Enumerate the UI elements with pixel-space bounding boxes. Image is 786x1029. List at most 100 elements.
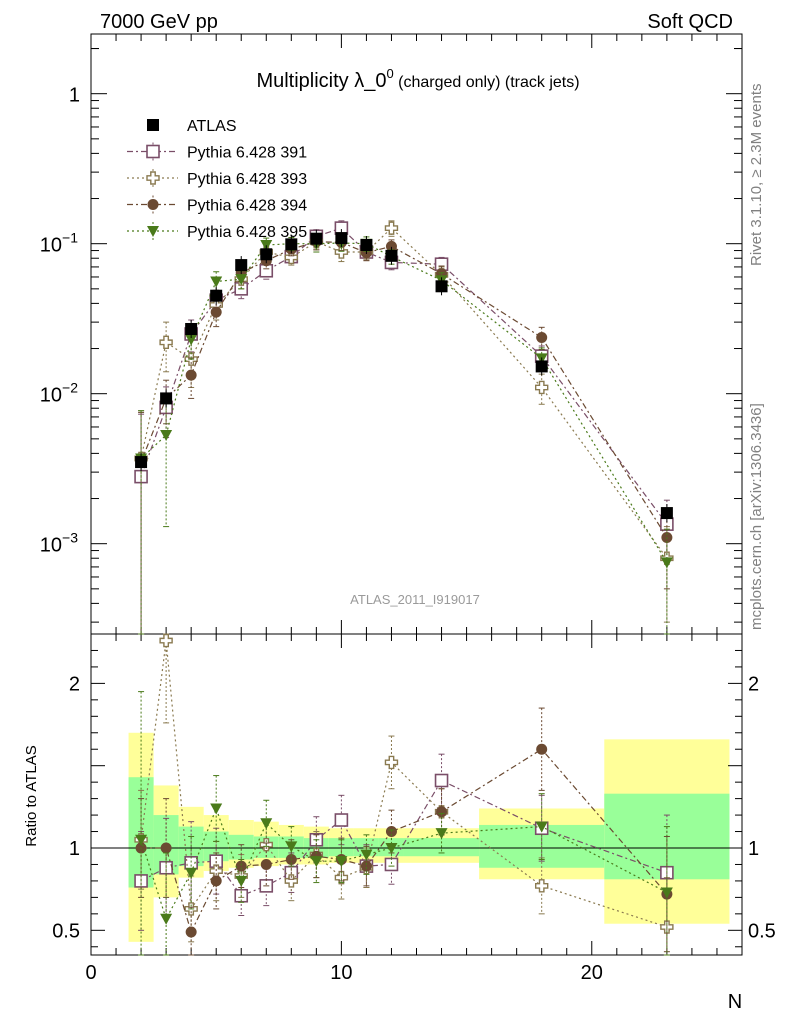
y-tick-label: 1 [69, 85, 80, 107]
y-tick-label-exp: −3 [62, 530, 78, 546]
ratio-tick-label-left: 0.5 [52, 920, 80, 942]
point-ratio [285, 841, 298, 853]
y-tick-label-base: 10 [40, 385, 62, 407]
point-ratio [160, 842, 172, 854]
atlas-point [260, 248, 273, 261]
point-ratio [385, 843, 398, 854]
x-axis-label: N [728, 991, 742, 1013]
point-main [235, 274, 248, 286]
point-ratio [334, 813, 349, 827]
atlas-point [535, 360, 548, 373]
x-tick-label: 20 [581, 962, 603, 984]
point-main [334, 245, 349, 259]
atlas-point [310, 232, 323, 245]
rivet-label: Rivet 3.1.10, ≥ 2.3M events [748, 84, 765, 267]
x-tick-label: 0 [85, 962, 96, 984]
point-ratio [260, 858, 272, 870]
plot-title-main: Multiplicity λ_0 [256, 70, 386, 92]
point-main [210, 276, 223, 288]
point-ratio [384, 857, 399, 872]
point-ratio [360, 860, 372, 872]
analysis-id: ATLAS_2011_I919017 [350, 592, 480, 607]
atlas-point [285, 238, 298, 251]
point-ratio [135, 834, 148, 846]
atlas-point [360, 239, 373, 252]
point-main [210, 306, 222, 318]
y-tick-label: 10−1 [40, 230, 78, 257]
legend-marker [147, 226, 159, 237]
point-ratio [335, 856, 348, 868]
point-ratio [210, 803, 223, 815]
series-line-main [140, 242, 668, 563]
atlas-point [435, 280, 448, 293]
point-main [185, 369, 197, 381]
energy-label: 7000 GeV pp [100, 11, 218, 33]
legend-label: Pythia 6.428 391 [187, 145, 307, 162]
mcplots-label: mcplots.cern.ch [arXiv:1306.3436] [748, 403, 765, 630]
series-line-ratio [141, 748, 668, 934]
atlas-point [185, 322, 198, 335]
point-main [160, 430, 173, 442]
point-ratio [260, 818, 273, 830]
x-tick-label: 10 [330, 962, 352, 984]
point-ratio [210, 875, 222, 887]
atlas-point [135, 456, 148, 469]
point-main [536, 331, 548, 343]
uncertainty-bands [128, 732, 730, 942]
legend-marker [146, 144, 160, 159]
atlas-point [335, 232, 348, 245]
point-main [660, 557, 673, 569]
category-label: Soft QCD [647, 11, 733, 33]
ratio-tick-label-left: 2 [69, 673, 80, 695]
y-tick-label-base: 1 [69, 85, 80, 107]
ratio-tick-label-right: 0.5 [748, 920, 776, 942]
point-ratio [360, 849, 373, 861]
point-main [384, 221, 399, 235]
legend-label: Pythia 6.428 395 [187, 224, 307, 241]
plot-title-sup: 0 [386, 66, 393, 81]
point-main [185, 334, 198, 346]
atlas-data-points [135, 229, 673, 523]
series-3 [135, 235, 673, 956]
legend-marker [147, 199, 159, 210]
y-tick-label-base: 10 [40, 535, 62, 557]
point-ratio [435, 828, 448, 840]
point-ratio [185, 867, 198, 879]
point-ratio [436, 806, 448, 818]
point-main [284, 250, 299, 265]
point-main [159, 335, 173, 350]
y-tick-label: 10−2 [40, 380, 78, 407]
mc-series [134, 220, 674, 956]
point-ratio [534, 879, 549, 893]
atlas-point [385, 249, 398, 262]
atlas-point [660, 507, 673, 520]
point-ratio [185, 926, 197, 938]
y-tick-label: 10−3 [40, 530, 78, 557]
y-tick-label-base: 10 [40, 235, 62, 257]
plot-title: Multiplicity λ_00 (charged only) (track … [256, 66, 579, 92]
atlas-point [160, 392, 173, 405]
point-ratio [310, 856, 323, 868]
ratio-tick-label-right: 1 [748, 838, 759, 860]
point-ratio [535, 821, 548, 833]
legend-marker [146, 171, 160, 185]
point-ratio [235, 860, 247, 872]
legend-marker [147, 119, 159, 131]
legend-label: Pythia 6.428 393 [187, 171, 307, 188]
point-ratio [235, 875, 248, 887]
legend: ATLAS Pythia 6.428 391 Pythia 6.428 393 Pyt… [127, 118, 307, 241]
plot-title-sub: (charged only) (track jets) [394, 74, 580, 91]
point-main [385, 240, 397, 252]
atlas-point [235, 259, 248, 272]
legend-label: Pythia 6.428 394 [187, 198, 307, 215]
point-ratio [536, 743, 548, 755]
ratio-tick-label-left: 1 [69, 838, 80, 860]
y-tick-label-exp: −2 [62, 380, 78, 396]
point-ratio [160, 913, 173, 925]
series-line-main [140, 227, 668, 559]
series-line-main [140, 227, 668, 525]
series-line-main [140, 241, 668, 538]
point-ratio [384, 755, 399, 770]
